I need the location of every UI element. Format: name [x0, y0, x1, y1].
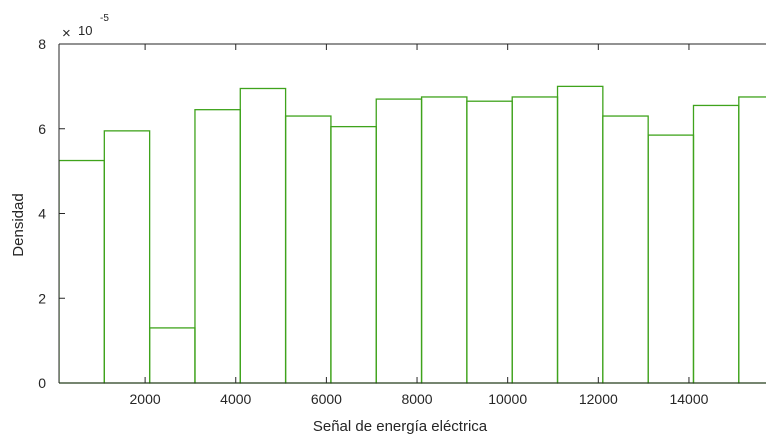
y-exponent-power: -5 [100, 13, 109, 24]
y-tick-label: 0 [38, 375, 46, 391]
histogram-bars [59, 85, 766, 384]
x-tick-label: 2000 [130, 391, 161, 407]
histogram-bar [330, 125, 377, 384]
histogram-bar [602, 115, 649, 384]
histogram-bar [284, 115, 332, 384]
histogram-bar [556, 85, 604, 384]
y-tick-label: 2 [38, 290, 46, 306]
histogram-bar [148, 327, 196, 384]
histogram-bar [103, 130, 151, 384]
y-axis-label: Densidad [10, 193, 27, 256]
x-axis-label: Señal de energía eléctrica [313, 418, 488, 435]
x-tick-label: 6000 [311, 391, 342, 407]
axes [58, 43, 766, 384]
x-tick-label: 8000 [401, 391, 432, 407]
y-tick-label: 8 [38, 36, 46, 52]
histogram-bar [420, 96, 468, 384]
histogram-bar [738, 96, 766, 384]
histogram-bar [647, 134, 695, 384]
y-tick-label: 6 [38, 121, 46, 137]
histogram-bar [511, 96, 559, 384]
histogram-bar [692, 104, 740, 384]
y-exponent-times: × [62, 25, 71, 42]
histogram-bar [194, 109, 241, 384]
x-tick-label: 10000 [488, 391, 527, 407]
x-tick-label: 12000 [579, 391, 618, 407]
histogram-bar [239, 87, 287, 384]
y-exponent-base: 10 [78, 23, 92, 38]
histogram-bar [59, 159, 105, 384]
histogram-bar [466, 100, 513, 384]
histogram-bar [375, 98, 423, 384]
x-tick-label: 4000 [220, 391, 251, 407]
y-tick-label: 4 [38, 206, 46, 222]
x-tick-label: 14000 [669, 391, 708, 407]
tick-labels: 2000 4000 6000 8000 10000 12000 14000 0 2 4 6 8 [38, 36, 708, 407]
